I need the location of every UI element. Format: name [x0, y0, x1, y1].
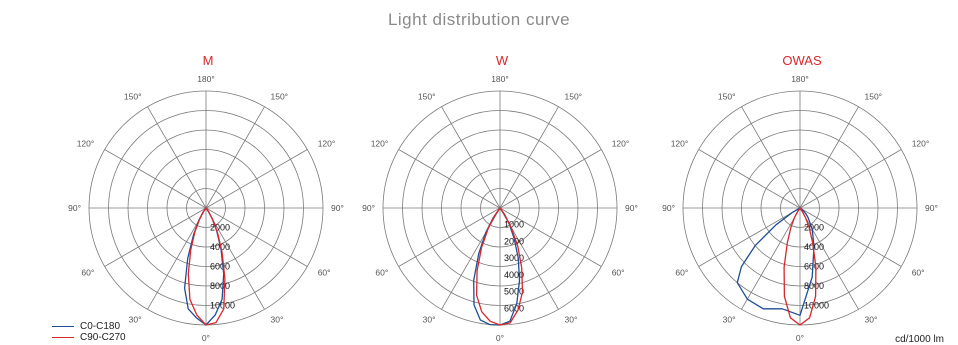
- grid-spoke: [698, 207, 801, 267]
- radial-tick-label: 3000: [504, 253, 524, 263]
- angle-label: 30°: [865, 315, 878, 325]
- series-curve-c90-c270: [187, 207, 226, 326]
- angle-label: 90°: [662, 203, 675, 213]
- angle-label: 150°: [124, 91, 142, 101]
- legend-swatch: [52, 337, 74, 338]
- angle-label: 150°: [865, 91, 883, 101]
- grid-spoke: [398, 149, 501, 209]
- angle-label: 150°: [718, 91, 736, 101]
- chart-title: Light distribution curve: [387, 10, 571, 29]
- angle-label: 60°: [912, 268, 925, 278]
- angle-label: 90°: [362, 203, 375, 213]
- angle-label: 90°: [68, 203, 81, 213]
- grid-spoke: [499, 106, 559, 209]
- angle-label: 150°: [271, 91, 289, 101]
- radial-tick-label: 2000: [804, 223, 824, 233]
- radial-tick-label: 6000: [804, 262, 824, 272]
- angle-label: 0°: [796, 333, 804, 343]
- angle-label: 150°: [418, 91, 436, 101]
- radial-tick-label: 10000: [804, 301, 829, 311]
- angle-label: 120°: [912, 139, 930, 149]
- grid-spoke: [147, 106, 207, 209]
- angle-label: 60°: [375, 268, 388, 278]
- series-curve-c90-c270: [783, 207, 817, 326]
- angle-label: 150°: [565, 91, 583, 101]
- angle-label: 0°: [202, 333, 210, 343]
- panel-title-owas: OWAS: [782, 53, 822, 68]
- panel-title-w: W: [495, 53, 509, 68]
- grid-spoke: [205, 207, 308, 267]
- grid-spoke: [698, 149, 801, 209]
- radial-tick-label: 6000: [504, 303, 524, 313]
- grid-spoke: [799, 149, 902, 209]
- radial-tick-label: 5000: [504, 287, 524, 297]
- angle-label: 120°: [371, 139, 389, 149]
- angle-label: 30°: [129, 315, 142, 325]
- angle-label: 30°: [271, 315, 284, 325]
- grid-spoke: [799, 106, 859, 209]
- legend-label: C90-C270: [80, 332, 126, 343]
- radial-tick-label: 8000: [210, 281, 230, 291]
- grid-spoke: [741, 106, 801, 209]
- angle-label: 90°: [925, 203, 938, 213]
- angle-label: 60°: [318, 268, 331, 278]
- radial-tick-label: 2000: [210, 223, 230, 233]
- angle-label: 30°: [423, 315, 436, 325]
- polar-chart-owas: 180° 150° 150° 120° 120° 90° 90° 60° 60° 30° 30° 0°…: [662, 74, 938, 343]
- radial-tick-label: 4000: [504, 270, 524, 280]
- angle-label: 90°: [331, 203, 344, 213]
- panel-title-m: M: [202, 53, 214, 68]
- radial-tick-label: 8000: [804, 281, 824, 291]
- angle-label: 0°: [496, 333, 504, 343]
- angle-label: 120°: [77, 139, 95, 149]
- grid-spoke: [398, 207, 501, 267]
- angle-label: 60°: [81, 268, 94, 278]
- grid-spoke: [104, 149, 207, 209]
- series-curve-c90-c270: [475, 207, 524, 326]
- unit-label: cd/1000 lm: [895, 334, 944, 345]
- angle-label: 60°: [675, 268, 688, 278]
- grid-spoke: [205, 149, 308, 209]
- angle-label: 30°: [723, 315, 736, 325]
- grid-spoke: [147, 207, 207, 310]
- angle-label: 30°: [565, 315, 578, 325]
- grid-spoke: [799, 207, 859, 310]
- angle-label: 120°: [671, 139, 689, 149]
- angle-label: 180°: [491, 74, 509, 84]
- grid-spoke: [104, 207, 207, 267]
- grid-spoke: [499, 149, 602, 209]
- grid-spoke: [741, 207, 801, 310]
- legend-item-c90-c270: C90-C270: [52, 332, 126, 343]
- radial-tick-label: 6000: [210, 262, 230, 272]
- grid-spoke: [205, 106, 265, 209]
- grid-spoke: [441, 106, 501, 209]
- radial-tick-label: 1000: [504, 220, 524, 230]
- legend-item-c0-c180: C0-C180: [52, 321, 126, 332]
- legend-label: C0-C180: [80, 321, 121, 332]
- angle-label: 90°: [625, 203, 638, 213]
- polar-chart-m: 180° 150° 150° 120° 120° 90° 90° 60° 60° 30° 30° 0°…: [68, 74, 344, 343]
- angle-label: 180°: [791, 74, 809, 84]
- grid-spoke: [799, 207, 902, 267]
- series-curve-c0-c180: [736, 207, 815, 316]
- grid-spoke: [499, 207, 602, 267]
- polar-chart-w: 180° 150° 150° 120° 120° 90° 90° 60° 60° 30° 30° 0°…: [362, 74, 638, 343]
- radial-tick-label: 2000: [504, 236, 524, 246]
- angle-label: 180°: [197, 74, 215, 84]
- angle-label: 120°: [318, 139, 336, 149]
- angle-label: 120°: [612, 139, 630, 149]
- legend: C0-C180 C90-C270: [52, 321, 126, 343]
- angle-label: 60°: [612, 268, 625, 278]
- radial-tick-label: 10000: [210, 301, 235, 311]
- grid-spoke: [205, 207, 265, 310]
- legend-swatch: [52, 326, 74, 327]
